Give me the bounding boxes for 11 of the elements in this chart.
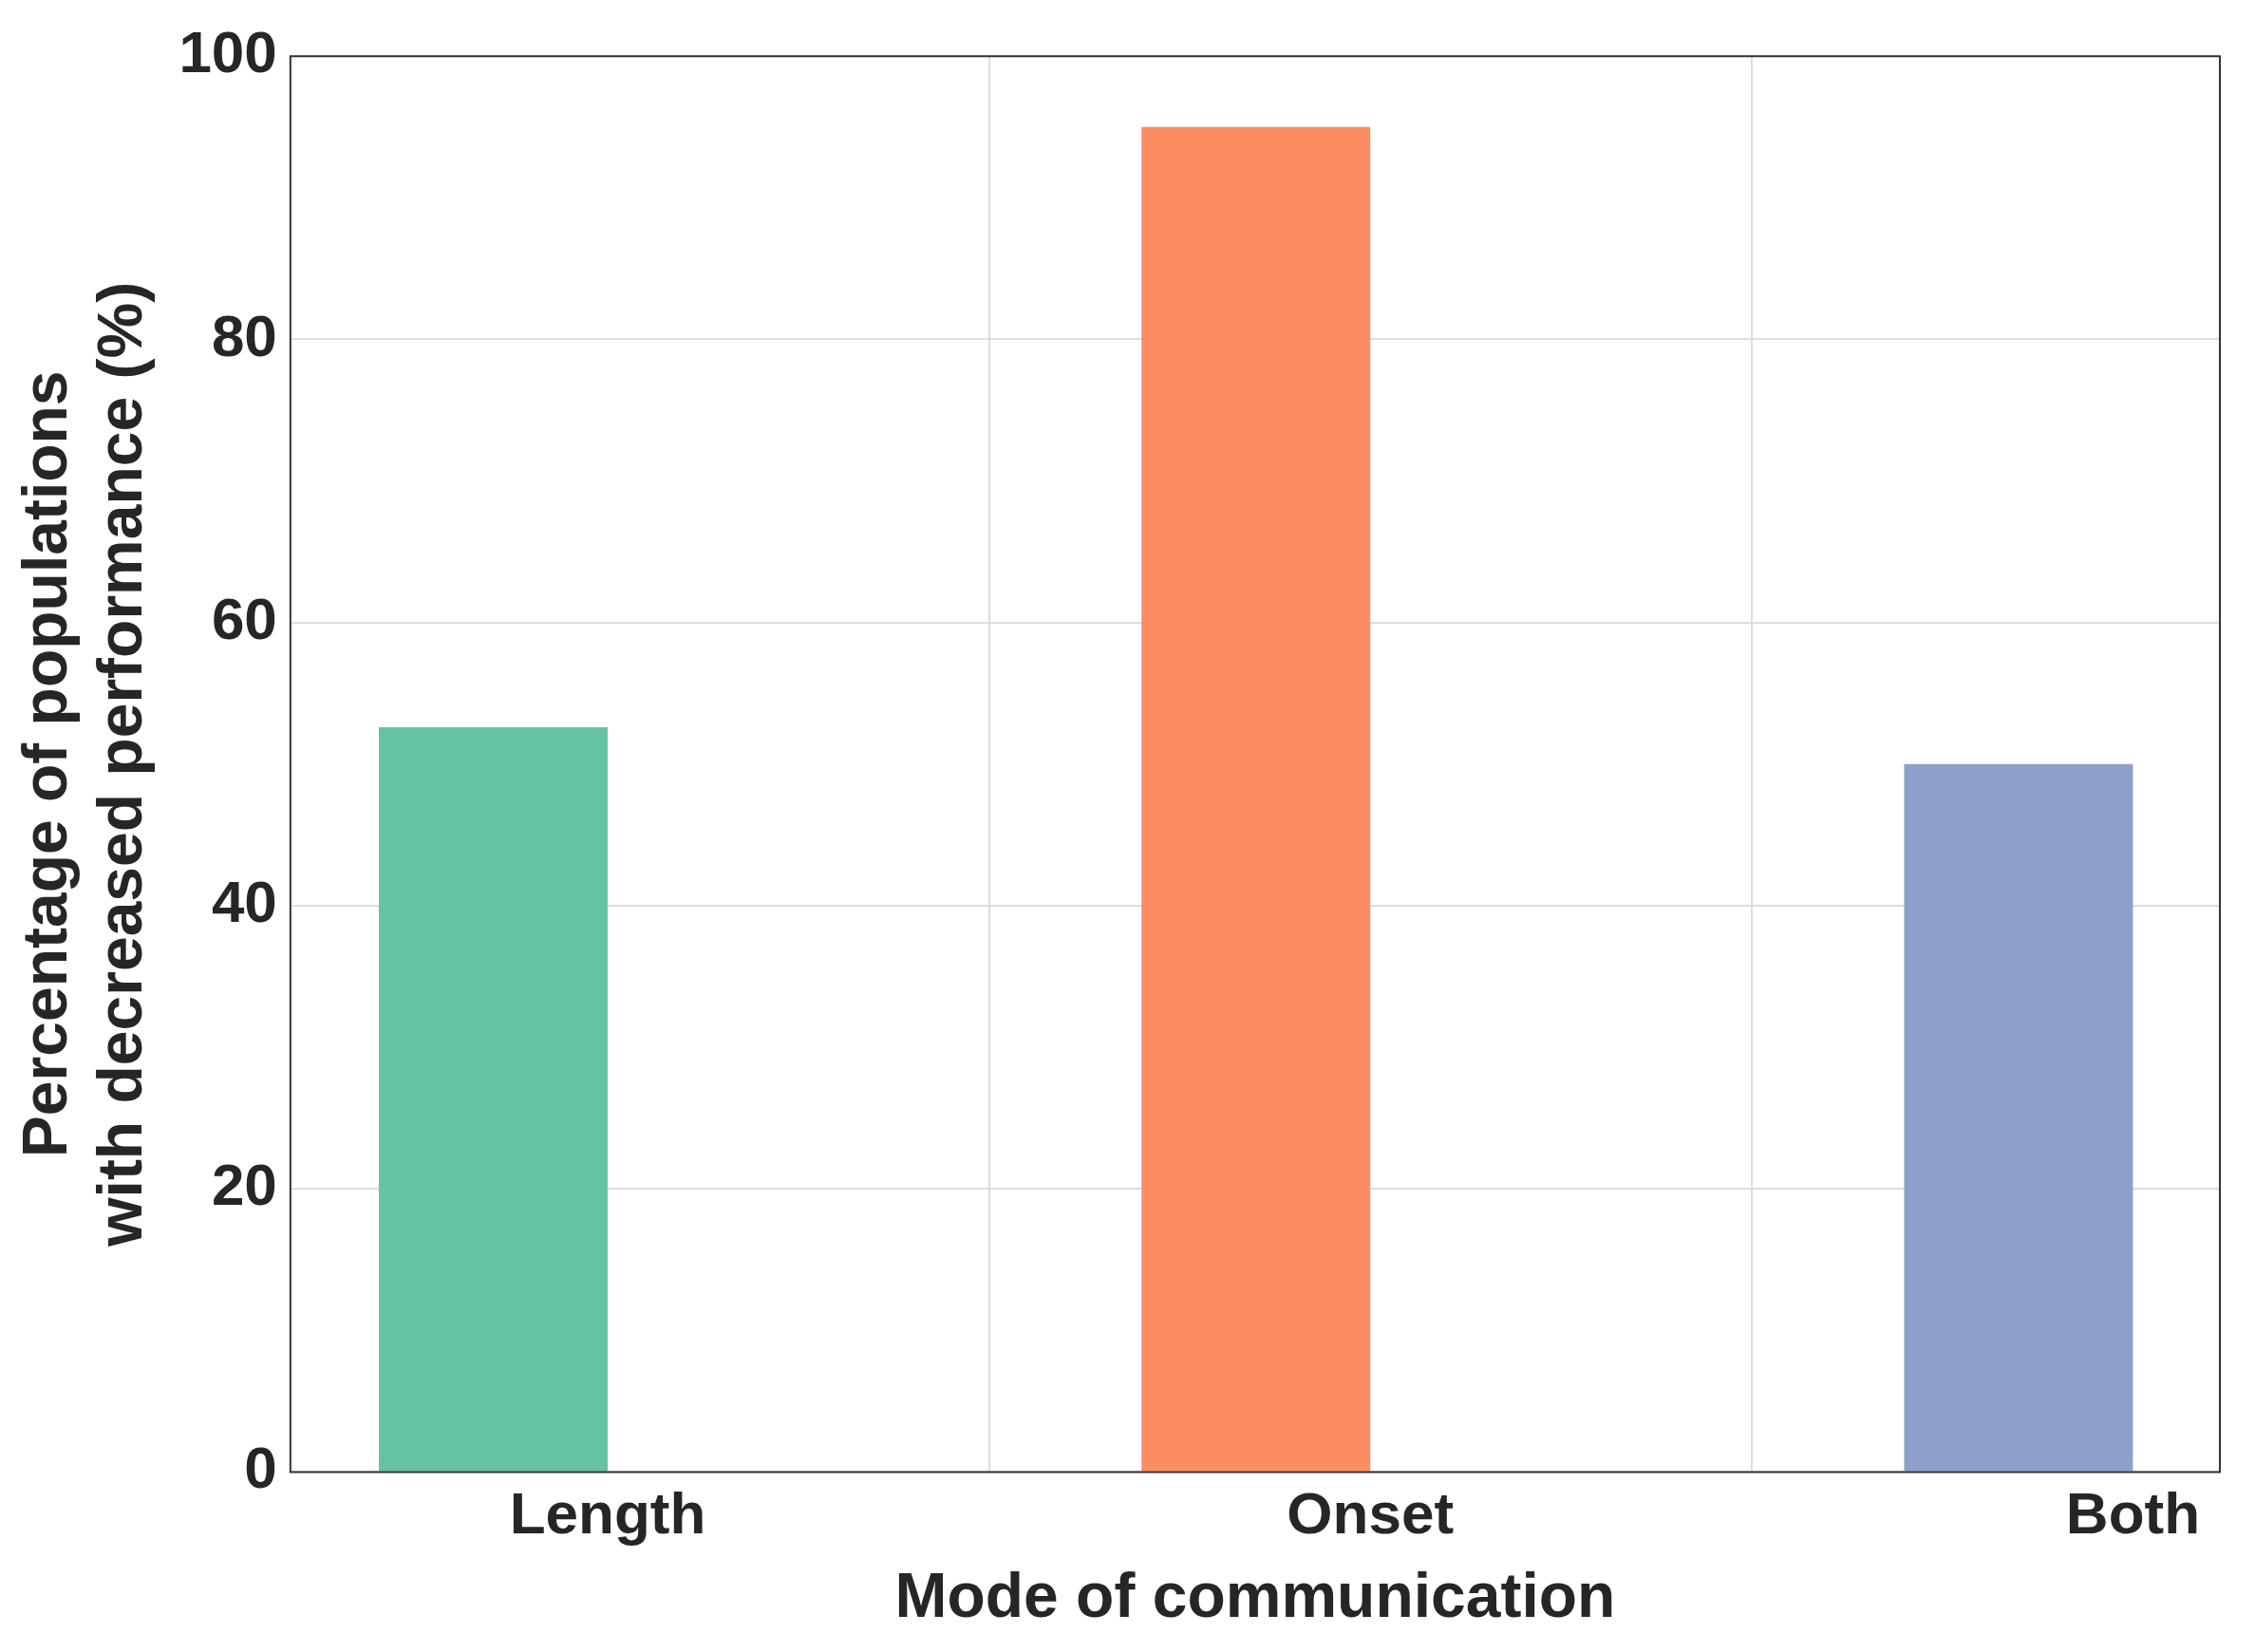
x-tick-label: Both xyxy=(2065,1479,2201,1546)
y-axis-title: Percentage of populations with decreased performance (%) xyxy=(9,281,155,1248)
y-tick-label: 100 xyxy=(179,19,277,85)
x-tick-label: Length xyxy=(509,1479,706,1546)
y-tick-label: 60 xyxy=(211,585,277,651)
x-tick-label: Onset xyxy=(1287,1479,1455,1546)
x-axis-title: Mode of communication xyxy=(894,1559,1616,1630)
y-tick-label: 40 xyxy=(211,869,277,935)
y-tick-label: 20 xyxy=(211,1152,277,1218)
y-tick-label: 80 xyxy=(211,302,277,368)
y-tick-label: 0 xyxy=(244,1435,277,1501)
